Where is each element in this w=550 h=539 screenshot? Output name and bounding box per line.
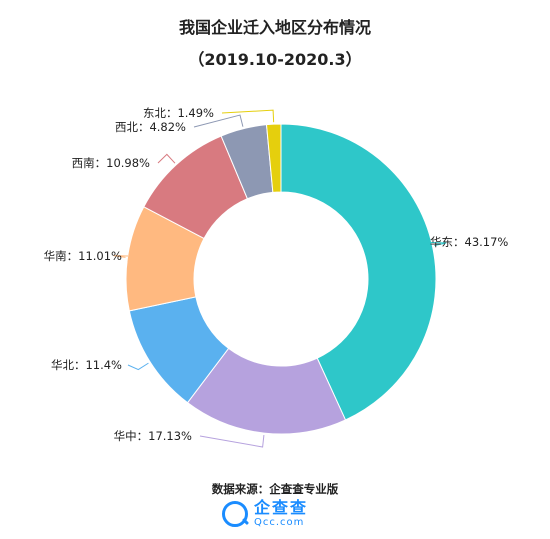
- slice-label-西南: 西南：10.98%: [72, 156, 150, 170]
- slice-labels: 华东：43.17% 华中：17.13% 华北：11.4% 华南：11.01% 西南：10…: [44, 106, 509, 443]
- magnifier-logo-icon: [222, 501, 248, 527]
- brand-logo: 企查查 Qcc.com: [222, 500, 308, 528]
- logo-domain: Qcc.com: [254, 517, 305, 528]
- leader-line-东北: [221, 109, 275, 123]
- slice-label-华中: 华中：17.13%: [114, 429, 192, 443]
- logo-chinese-name: 企查查: [254, 498, 309, 517]
- logo-text: 企查查 Qcc.com: [254, 500, 308, 528]
- chart-subtitle: （2019.10-2020.3）: [188, 50, 362, 69]
- leader-lines: [113, 109, 447, 448]
- leader-line-华中: [199, 435, 265, 448]
- donut-slices: [125, 123, 437, 435]
- slice-华东: [280, 123, 437, 421]
- leader-line-华东: [419, 241, 447, 247]
- leader-line-华南: [113, 255, 129, 258]
- slice-label-东北: 东北：1.49%: [143, 106, 214, 120]
- chart-title: 我国企业迁入地区分布情况: [178, 18, 371, 37]
- leader-line-西南: [157, 153, 176, 164]
- slice-label-华北: 华北：11.4%: [51, 358, 122, 372]
- leader-line-华北: [127, 362, 149, 371]
- leader-line-西北: [193, 114, 244, 128]
- slice-东北: [265, 123, 282, 193]
- slice-label-华东: 华东：43.17%: [430, 235, 508, 249]
- data-source-note: 数据来源：企查查专业版: [211, 482, 339, 496]
- slice-label-华南: 华南：11.01%: [44, 249, 122, 263]
- slice-label-西北: 西北：4.82%: [115, 120, 186, 134]
